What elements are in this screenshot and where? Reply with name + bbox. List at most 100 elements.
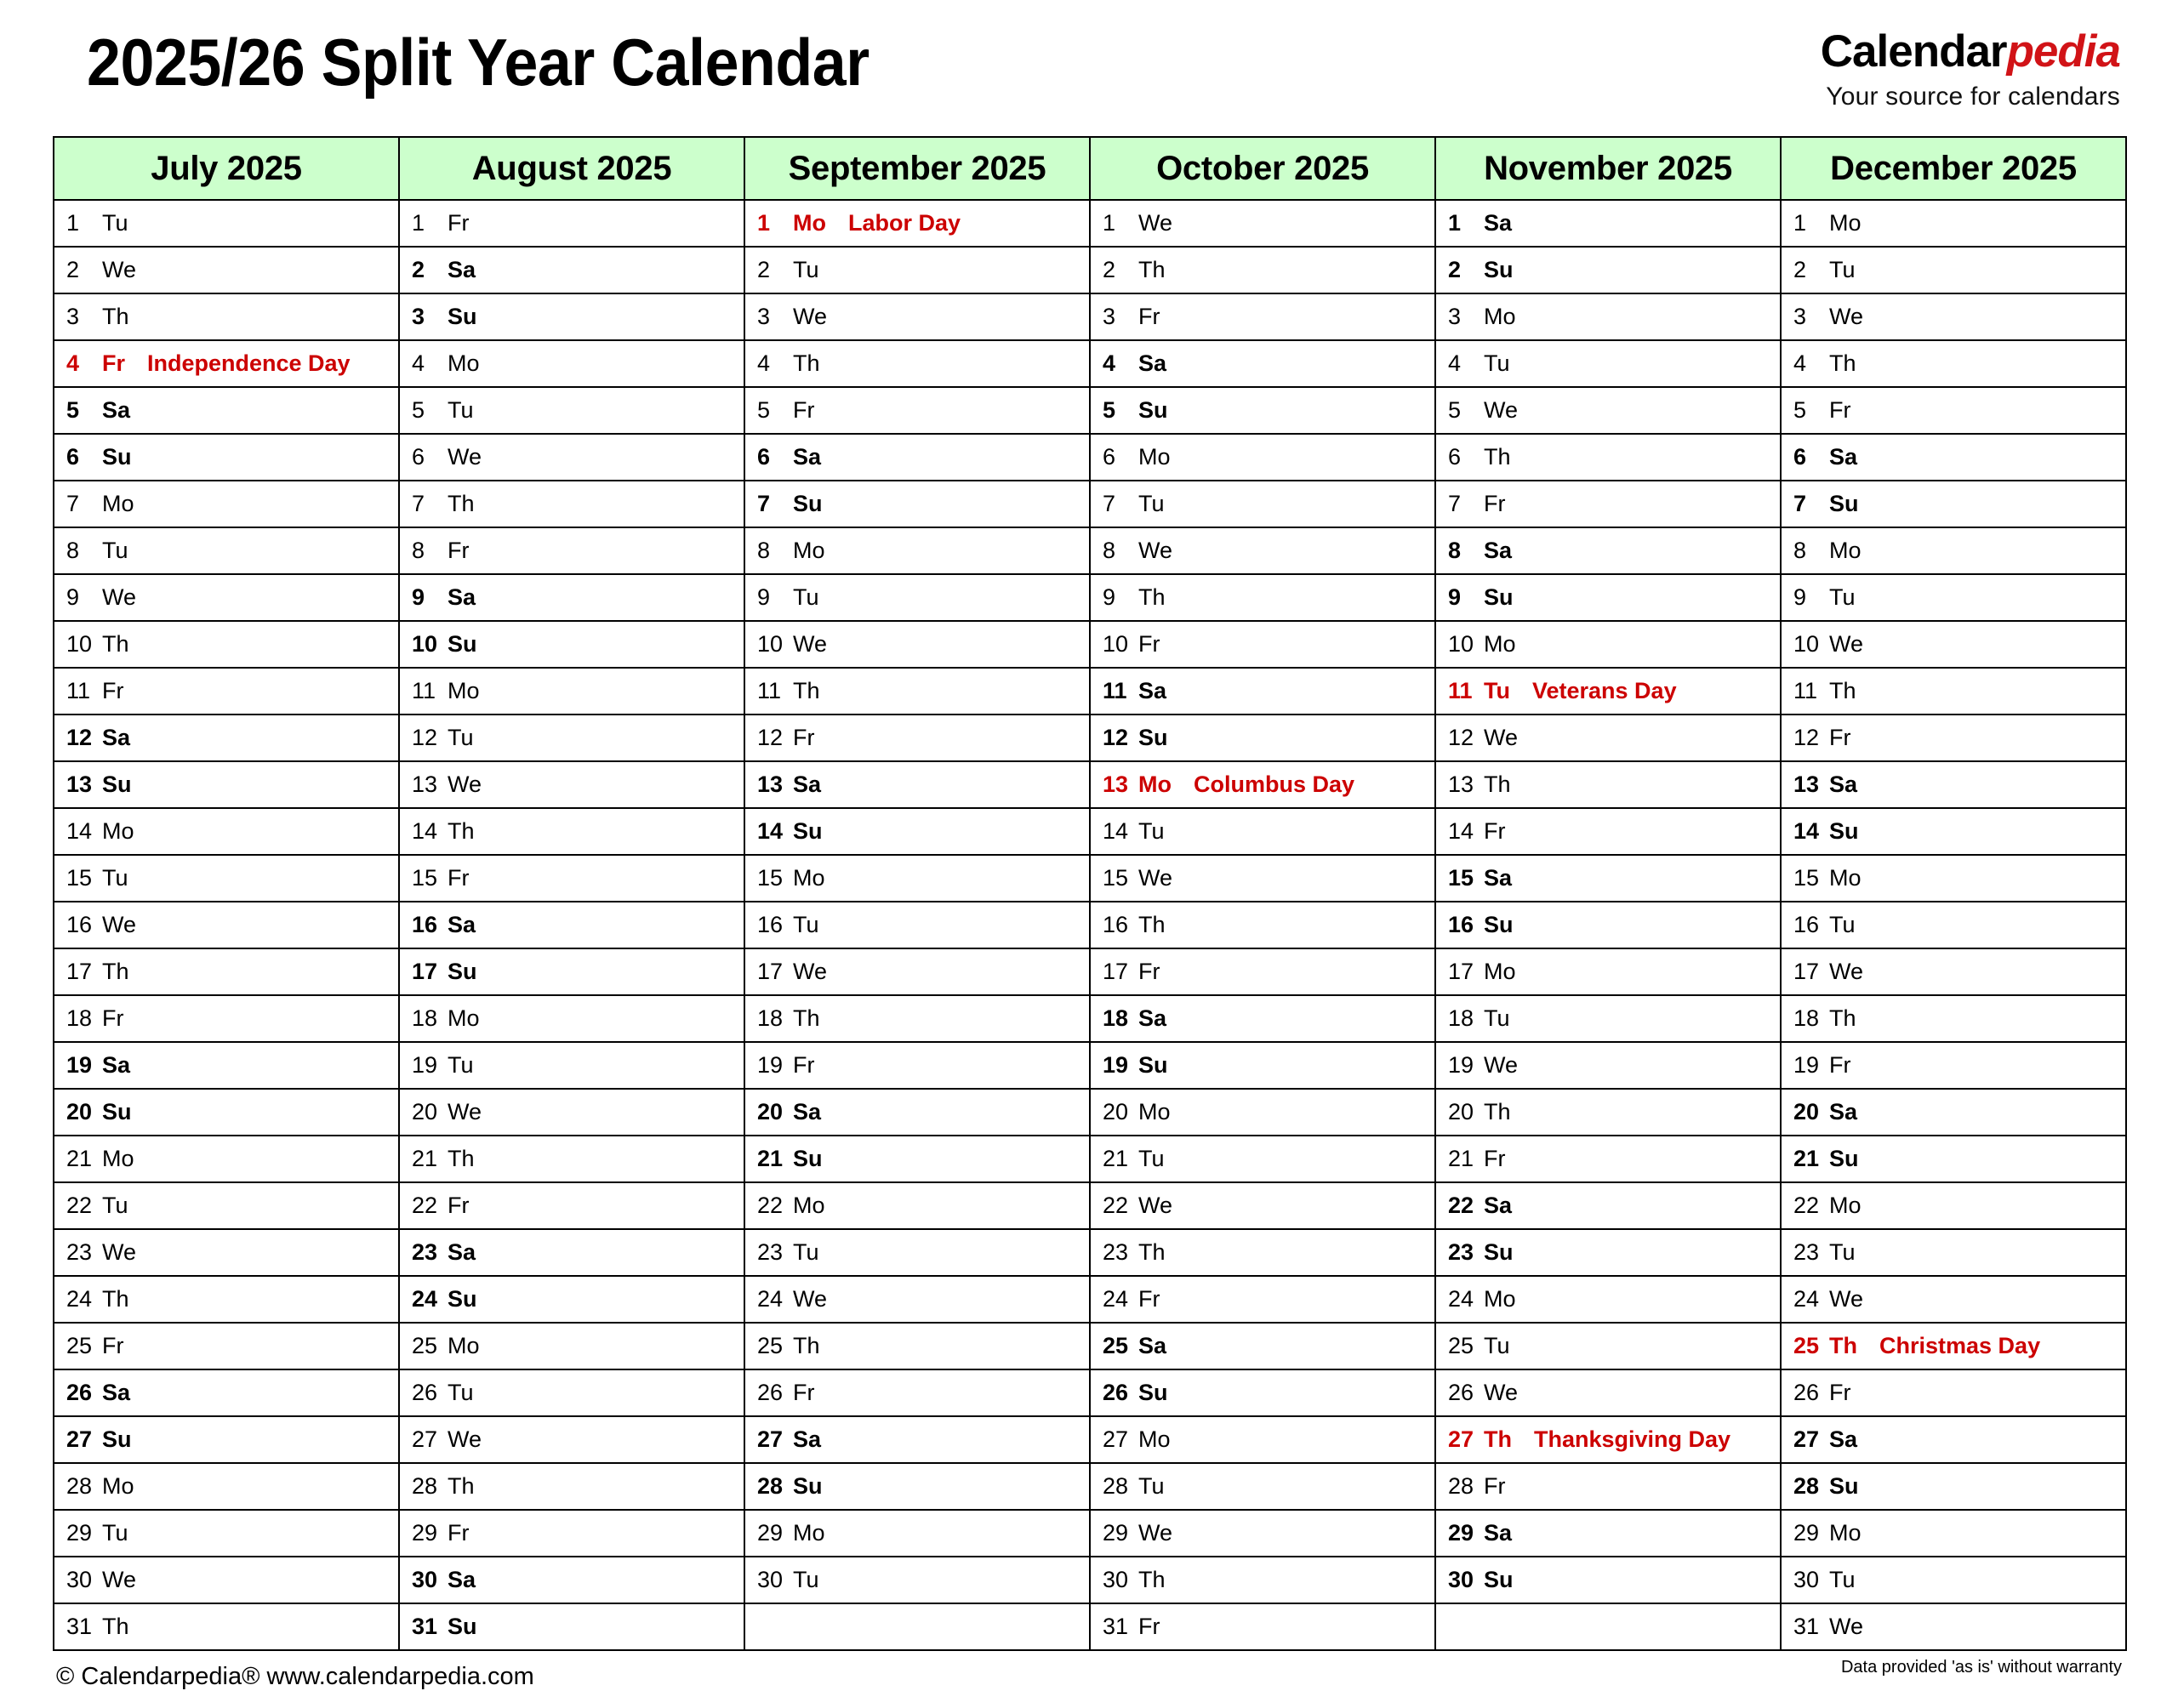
calendar-cell-day[interactable]: 13 Su [53, 760, 400, 809]
calendar-cell-day[interactable]: 24 Th [53, 1275, 400, 1324]
calendar-cell-day[interactable]: 7 Tu [1089, 480, 1436, 528]
calendar-cell-day[interactable]: 27 Th Thanksgiving Day [1434, 1415, 1782, 1464]
calendar-cell-day[interactable]: 26 Fr [1780, 1369, 2127, 1417]
calendar-cell-day[interactable]: 3 Fr [1089, 293, 1436, 341]
calendar-cell-day[interactable]: 1 Mo [1780, 199, 2127, 248]
calendar-cell-day[interactable]: 28 Tu [1089, 1462, 1436, 1511]
calendar-cell-day[interactable]: 19 Sa [53, 1041, 400, 1090]
calendar-cell-day[interactable]: 1 We [1089, 199, 1436, 248]
calendar-cell-day[interactable]: 5 Tu [398, 386, 745, 435]
calendar-cell-day[interactable]: 18 Mo [398, 994, 745, 1043]
calendar-cell-day[interactable]: 28 Fr [1434, 1462, 1782, 1511]
calendar-cell-day[interactable]: 9 Tu [1780, 573, 2127, 622]
calendar-cell-day[interactable]: 6 Th [1434, 433, 1782, 481]
calendar-cell-day[interactable]: 29 Mo [1780, 1509, 2127, 1557]
calendar-cell-day[interactable]: 15 Mo [1780, 854, 2127, 902]
calendar-cell-day[interactable]: 16 Tu [1780, 901, 2127, 949]
calendar-cell-day[interactable]: 14 Mo [53, 807, 400, 856]
calendar-cell-day[interactable]: 7 Su [744, 480, 1091, 528]
calendar-cell-day[interactable]: 20 Th [1434, 1088, 1782, 1136]
calendar-cell-day[interactable]: 28 Su [744, 1462, 1091, 1511]
calendar-cell-day[interactable]: 6 Sa [744, 433, 1091, 481]
calendar-cell-day[interactable]: 19 We [1434, 1041, 1782, 1090]
calendar-cell-day[interactable]: 8 We [1089, 527, 1436, 575]
calendar-cell-day[interactable]: 24 We [1780, 1275, 2127, 1324]
calendar-cell-day[interactable]: 30 Th [1089, 1556, 1436, 1604]
calendar-cell-day[interactable]: 15 Tu [53, 854, 400, 902]
calendar-cell-day[interactable]: 10 Fr [1089, 620, 1436, 669]
calendar-cell-day[interactable]: 29 Sa [1434, 1509, 1782, 1557]
calendar-cell-day[interactable]: 14 Su [744, 807, 1091, 856]
calendar-cell-day[interactable]: 5 We [1434, 386, 1782, 435]
calendar-cell-day[interactable]: 2 Sa [398, 246, 745, 294]
calendar-cell-day[interactable]: 23 Sa [398, 1228, 745, 1277]
calendar-cell-day[interactable]: 31 Fr [1089, 1603, 1436, 1651]
calendar-cell-day[interactable]: 17 Fr [1089, 948, 1436, 996]
calendar-cell-day[interactable]: 4 Th [744, 339, 1091, 388]
calendar-cell-day[interactable]: 18 Tu [1434, 994, 1782, 1043]
calendar-cell-day[interactable]: 18 Sa [1089, 994, 1436, 1043]
calendar-cell-day[interactable]: 29 Fr [398, 1509, 745, 1557]
calendar-cell-day[interactable]: 17 Su [398, 948, 745, 996]
calendar-cell-day[interactable]: 17 We [744, 948, 1091, 996]
calendar-cell-day[interactable]: 20 Mo [1089, 1088, 1436, 1136]
calendar-cell-day[interactable]: 5 Su [1089, 386, 1436, 435]
calendar-cell-day[interactable]: 5 Sa [53, 386, 400, 435]
calendar-cell-day[interactable]: 4 Mo [398, 339, 745, 388]
calendar-cell-day[interactable]: 4 Th [1780, 339, 2127, 388]
calendar-cell-day[interactable]: 2 Tu [744, 246, 1091, 294]
calendar-cell-day[interactable]: 25 Th Christmas Day [1780, 1322, 2127, 1370]
calendar-cell-day[interactable]: 23 We [53, 1228, 400, 1277]
calendar-cell-day[interactable]: 26 Fr [744, 1369, 1091, 1417]
calendar-cell-day[interactable]: 27 We [398, 1415, 745, 1464]
calendar-cell-day[interactable]: 6 We [398, 433, 745, 481]
calendar-cell-day[interactable]: 1 Sa [1434, 199, 1782, 248]
calendar-cell-day[interactable]: 12 Sa [53, 714, 400, 762]
calendar-cell-day[interactable]: 22 Mo [744, 1181, 1091, 1230]
calendar-cell-day[interactable]: 4 Sa [1089, 339, 1436, 388]
calendar-cell-day[interactable]: 11 Th [1780, 667, 2127, 715]
calendar-cell-day[interactable]: 19 Fr [1780, 1041, 2127, 1090]
calendar-cell-day[interactable]: 21 Tu [1089, 1135, 1436, 1183]
calendar-cell-day[interactable]: 16 Tu [744, 901, 1091, 949]
calendar-cell-day[interactable]: 2 We [53, 246, 400, 294]
calendar-cell-day[interactable]: 12 Fr [744, 714, 1091, 762]
calendar-cell-day[interactable]: 1 Tu [53, 199, 400, 248]
calendar-cell-day[interactable]: 20 Su [53, 1088, 400, 1136]
calendar-cell-day[interactable]: 20 Sa [744, 1088, 1091, 1136]
calendar-cell-day[interactable]: 21 Fr [1434, 1135, 1782, 1183]
calendar-cell-day[interactable]: 12 Fr [1780, 714, 2127, 762]
calendar-cell-day[interactable]: 26 Tu [398, 1369, 745, 1417]
calendar-cell-day[interactable]: 18 Th [744, 994, 1091, 1043]
calendar-cell-day[interactable]: 30 We [53, 1556, 400, 1604]
calendar-cell-day[interactable]: 1 Mo Labor Day [744, 199, 1091, 248]
calendar-cell-day[interactable]: 22 Tu [53, 1181, 400, 1230]
calendar-cell-day[interactable]: 12 Su [1089, 714, 1436, 762]
calendar-cell-day[interactable]: 3 Th [53, 293, 400, 341]
calendar-cell-day[interactable]: 28 Mo [53, 1462, 400, 1511]
calendar-cell-day[interactable]: 2 Th [1089, 246, 1436, 294]
calendar-cell-day[interactable]: 11 Th [744, 667, 1091, 715]
calendar-cell-day[interactable]: 9 Th [1089, 573, 1436, 622]
calendar-cell-day[interactable]: 14 Fr [1434, 807, 1782, 856]
calendar-cell-day[interactable]: 21 Th [398, 1135, 745, 1183]
calendar-cell-day[interactable]: 30 Sa [398, 1556, 745, 1604]
calendar-cell-day[interactable]: 18 Th [1780, 994, 2127, 1043]
calendar-cell-day[interactable]: 1 Fr [398, 199, 745, 248]
calendar-cell-day[interactable]: 15 We [1089, 854, 1436, 902]
calendar-cell-day[interactable]: 7 Su [1780, 480, 2127, 528]
calendar-cell-day[interactable]: 28 Th [398, 1462, 745, 1511]
calendar-cell-day[interactable]: 10 Mo [1434, 620, 1782, 669]
calendar-cell-day[interactable]: 16 We [53, 901, 400, 949]
calendar-cell-day[interactable]: 2 Su [1434, 246, 1782, 294]
calendar-cell-day[interactable]: 9 Su [1434, 573, 1782, 622]
calendar-cell-day[interactable]: 17 We [1780, 948, 2127, 996]
calendar-cell-day[interactable]: 22 Fr [398, 1181, 745, 1230]
calendar-cell-day[interactable]: 21 Su [1780, 1135, 2127, 1183]
calendar-cell-day[interactable]: 11 Tu Veterans Day [1434, 667, 1782, 715]
calendar-cell-day[interactable]: 15 Fr [398, 854, 745, 902]
calendar-cell-day[interactable]: 9 Sa [398, 573, 745, 622]
calendar-cell-day[interactable]: 15 Sa [1434, 854, 1782, 902]
calendar-cell-day[interactable]: 5 Fr [1780, 386, 2127, 435]
calendar-cell-day[interactable]: 7 Fr [1434, 480, 1782, 528]
